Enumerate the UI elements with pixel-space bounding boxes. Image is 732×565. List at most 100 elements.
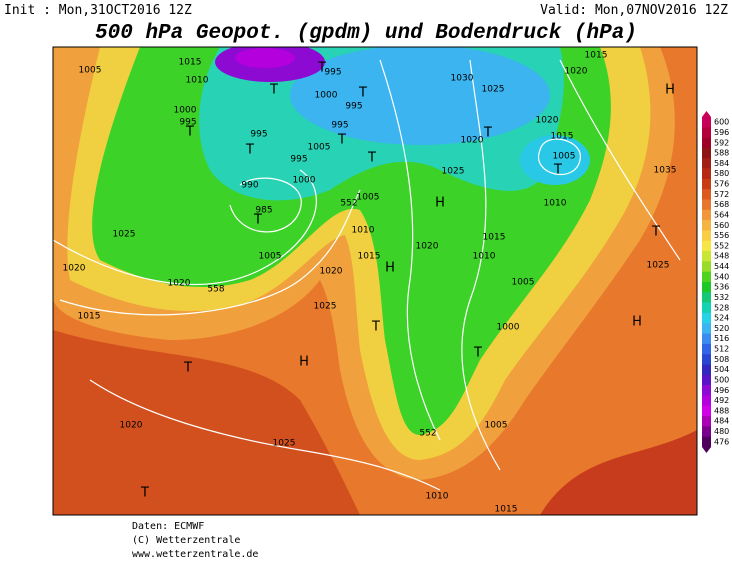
contour-label: 1005 (512, 278, 535, 288)
colorbar-band (702, 323, 711, 334)
contour-label: 1020 (120, 421, 143, 431)
contour-label: 1005 (485, 421, 508, 431)
colorbar-arrow-bottom (702, 447, 711, 453)
colorbar-band (702, 127, 711, 138)
colorbar-label: 576 (714, 180, 729, 189)
contour-label: 1015 (78, 312, 101, 322)
contour-label: 1020 (565, 67, 588, 77)
contour-label: 1015 (585, 51, 608, 61)
pressure-center: T (483, 126, 492, 141)
contour-label: 995 (324, 68, 341, 78)
pressure-center: T (371, 320, 380, 335)
contour-label: 995 (345, 102, 362, 112)
contour-label: 995 (331, 121, 348, 131)
contour-label: 1000 (497, 323, 520, 333)
contour-label: 1035 (654, 166, 677, 176)
copyright: (C) Wetterzentrale (132, 535, 240, 546)
contour-label: 1010 (426, 492, 449, 502)
colorbar-label: 540 (714, 272, 729, 281)
contour-label: 1015 (483, 233, 506, 243)
colorbar-band (702, 416, 711, 427)
colorbar-band (702, 302, 711, 314)
contour-label: 1010 (352, 226, 375, 236)
pressure-center: H (665, 83, 675, 98)
colorbar-band (702, 240, 711, 252)
contour-label: 1020 (320, 267, 343, 277)
colorbar-label: 476 (714, 437, 729, 446)
contour-label: 1005 (553, 152, 576, 162)
contour-label: 1000 (174, 106, 197, 116)
colorbar-label: 492 (714, 396, 729, 405)
contour-label: 1005 (259, 252, 282, 262)
contour-label: 1025 (442, 167, 465, 177)
colorbar-band (702, 147, 711, 159)
contour-label: 995 (290, 155, 307, 165)
colorbar-band (702, 364, 711, 376)
pressure-center: T (185, 125, 194, 140)
pressure-center: T (358, 86, 367, 101)
colorbar-band (702, 395, 711, 407)
colorbar-label: 512 (714, 345, 729, 354)
website: www.wetterzentrale.de (132, 549, 258, 560)
contour-label: 995 (250, 130, 267, 140)
colorbar-label: 568 (714, 200, 729, 209)
contour-label: 1025 (482, 85, 505, 95)
contour-label: 1010 (544, 199, 567, 209)
contour-label: 1020 (416, 242, 439, 252)
contour-label: 1005 (357, 193, 380, 203)
contour-label: 1025 (273, 439, 296, 449)
pressure-center: T (473, 346, 482, 361)
data-source: Daten: ECMWF (132, 521, 204, 532)
contour-label: 1030 (451, 74, 474, 84)
colorbar-band (702, 230, 711, 242)
colorbar-band (702, 178, 711, 190)
pressure-center: T (269, 83, 278, 98)
colorbar-band (702, 436, 711, 448)
pressure-center: T (337, 133, 346, 148)
colorbar-band (702, 292, 711, 303)
colorbar-label: 484 (714, 417, 729, 426)
colorbar-arrow-top (702, 111, 711, 117)
contour-label: 985 (255, 206, 272, 216)
contour-label: 1010 (186, 76, 209, 86)
colorbar-label: 592 (714, 138, 729, 147)
contour-label: 1010 (473, 252, 496, 262)
colorbar-band (702, 261, 711, 272)
colorbar-label: 572 (714, 190, 729, 199)
colorbar-band (702, 426, 711, 437)
init-time: Init : Mon,31OCT2016 12Z (4, 3, 192, 18)
contour-label: 552 (340, 199, 357, 209)
colorbar-label: 516 (714, 334, 729, 343)
contour-label: 1025 (113, 230, 136, 240)
contour-label: 1015 (179, 58, 202, 68)
contour-label: 1020 (461, 136, 484, 146)
colorbar-label: 536 (714, 283, 729, 292)
colorbar-band (702, 354, 711, 365)
contour-label: 552 (419, 429, 436, 439)
colorbar-band (702, 158, 711, 169)
contour-label: 1000 (293, 176, 316, 186)
colorbar-label: 480 (714, 427, 729, 436)
colorbar-band (702, 385, 711, 396)
colorbar-label: 532 (714, 293, 729, 302)
contour-label: 1015 (495, 505, 518, 515)
colorbar-label: 548 (714, 252, 729, 261)
colorbar-label: 488 (714, 406, 729, 415)
colorbar-label: 596 (714, 128, 729, 137)
colorbar-label: 552 (714, 241, 729, 250)
contour-label: 1020 (536, 116, 559, 126)
colorbar-label: 496 (714, 386, 729, 395)
contour-label: 1015 (551, 132, 574, 142)
contour-label: 1020 (168, 279, 191, 289)
contour-label: 995 (179, 118, 196, 128)
contour-label: 1020 (63, 264, 86, 274)
colorbar-label: 556 (714, 231, 729, 240)
contour-label: 1000 (315, 91, 338, 101)
pressure-center: H (385, 261, 395, 276)
contour-label: 1015 (358, 252, 381, 262)
colorbar-label: 560 (714, 221, 729, 230)
colorbar-band (702, 209, 711, 221)
pressure-center: T (245, 143, 254, 158)
pressure-center: H (299, 355, 309, 370)
